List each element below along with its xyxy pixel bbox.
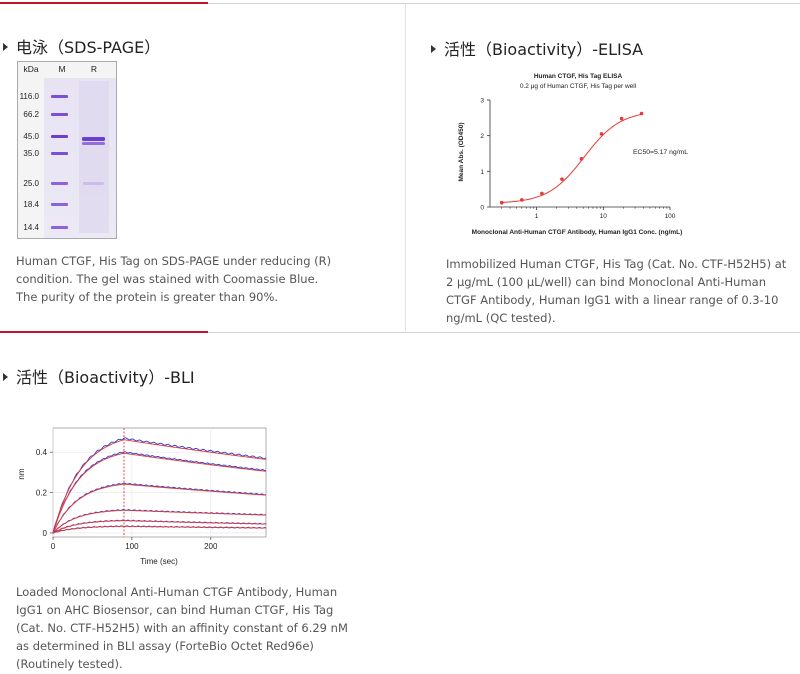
sample-faint-band: [83, 182, 104, 185]
bli-plot-frame: [52, 427, 267, 538]
elisa-y-label: Mean Abs. (OD450): [458, 123, 465, 182]
elisa-y-tick-label: 3: [480, 98, 484, 105]
bli-x-tick-label: 0: [51, 542, 56, 551]
elisa-data-point: [520, 198, 524, 202]
elisa-data-point: [499, 200, 504, 205]
bullet-icon: [3, 42, 8, 51]
marker-label: 14.4: [23, 223, 39, 232]
elisa-data-point: [540, 191, 544, 196]
elisa-x-tick-label: 100: [665, 213, 676, 220]
bli-x-tick-label: 200: [204, 542, 218, 551]
marker-band: [51, 113, 68, 116]
marker-label: 66.2: [23, 110, 39, 119]
section-divider: [208, 3, 800, 4]
bli-fit-curve: [52, 483, 267, 534]
bli-y-tick-label: 0.2: [36, 489, 48, 498]
bli-chart: nm Time (sec) 0 0.2 0.4 0 100 200: [17, 427, 267, 566]
bli-fit-curve: [52, 525, 267, 534]
marker-label: 116.0: [20, 92, 40, 101]
elisa-data-point: [579, 157, 584, 161]
gel-col-kda: kDa: [23, 64, 38, 74]
marker-label: 35.0: [23, 149, 39, 158]
sds-page-description: Human CTGF, His Tag on SDS-PAGE under re…: [16, 254, 332, 304]
bli-sensorgram-curve: [52, 437, 267, 534]
elisa-data-point: [560, 177, 564, 181]
bli-y-tick-label: 0.4: [36, 448, 48, 457]
bli-fit-curve: [52, 520, 267, 534]
gel-col-r: R: [91, 64, 97, 74]
elisa-data-point: [619, 116, 624, 121]
bli-title: 活性（Bioactivity）-BLI: [16, 368, 195, 387]
bullet-icon: [3, 372, 8, 381]
marker-band: [51, 135, 68, 138]
elisa-x-tick-label: 10: [600, 213, 608, 220]
elisa-data-point: [599, 132, 604, 136]
sample-band: [82, 142, 105, 145]
marker-label: 45.0: [23, 132, 39, 141]
elisa-chart: Human CTGF, His Tag ELISA 0.2 μg of Huma…: [458, 73, 688, 236]
bli-y-tick-label: 0: [43, 529, 48, 538]
bli-fit-curve: [52, 509, 267, 534]
bli-y-label: nm: [17, 468, 26, 479]
elisa-description: Immobilized Human CTGF, His Tag (Cat. No…: [446, 257, 787, 325]
elisa-chart-subtitle: 0.2 μg of Human CTGF, His Tag per well: [520, 83, 637, 90]
elisa-ec50-annotation: EC50=5.17 ng/mL: [633, 149, 688, 156]
elisa-title: 活性（Bioactivity）-ELISA: [444, 40, 644, 59]
sds-page-title: 电泳（SDS-PAGE）: [16, 38, 161, 57]
bli-sensorgram-curve: [52, 451, 267, 533]
elisa-x-tick-label: 1: [535, 213, 539, 220]
bli-fit-curve: [52, 452, 267, 534]
bli-fit-curve: [52, 439, 267, 534]
section-divider-accent: [0, 331, 208, 333]
marker-label: 25.0: [23, 179, 39, 188]
bli-heading: 活性（Bioactivity）-BLI: [3, 364, 195, 388]
gel-col-m: M: [58, 64, 65, 74]
elisa-y-tick-label: 1: [480, 169, 484, 176]
sds-page-gel-image: kDa M R 116.0 66.2 45.0 35.0 25.0 18.4 1…: [17, 61, 117, 239]
sds-page-heading: 电泳（SDS-PAGE）: [3, 34, 160, 58]
bli-x-tick-label: 100: [125, 542, 139, 551]
marker-label: 18.4: [23, 200, 39, 209]
column-divider: [405, 4, 406, 331]
marker-band: [51, 182, 68, 185]
lane-r-smear: [79, 81, 109, 233]
elisa-heading: 活性（Bioactivity）-ELISA: [431, 36, 643, 60]
elisa-fit-curve: [501, 113, 642, 203]
bli-x-label: Time (sec): [140, 557, 178, 566]
marker-band: [51, 226, 68, 229]
sample-band: [82, 137, 105, 141]
section-divider: [208, 332, 800, 333]
marker-band: [51, 95, 68, 98]
elisa-y-tick-label: 2: [480, 133, 484, 140]
elisa-x-label: Monoclonal Anti-Human CTGF Antibody, Hum…: [472, 229, 683, 236]
elisa-y-tick-label: 0: [480, 205, 484, 212]
section-divider-accent: [0, 2, 208, 4]
bli-description: Loaded Monoclonal Anti-Human CTGF Antibo…: [16, 585, 348, 671]
bullet-icon: [431, 44, 436, 53]
elisa-chart-title: Human CTGF, His Tag ELISA: [534, 73, 623, 80]
marker-band: [51, 152, 68, 155]
elisa-data-point: [639, 111, 644, 116]
marker-band: [51, 203, 68, 206]
